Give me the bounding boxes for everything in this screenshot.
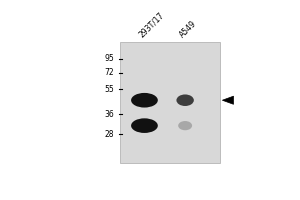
Ellipse shape: [176, 94, 194, 106]
Text: 28: 28: [105, 130, 114, 139]
Text: 72: 72: [105, 68, 114, 77]
Ellipse shape: [131, 118, 158, 133]
Bar: [120, 42, 220, 163]
Ellipse shape: [131, 93, 158, 108]
Polygon shape: [222, 96, 233, 104]
Text: 95: 95: [104, 54, 114, 63]
Text: 293T/17: 293T/17: [137, 11, 166, 39]
Text: 55: 55: [104, 85, 114, 94]
Ellipse shape: [178, 121, 192, 130]
Text: A549: A549: [178, 19, 198, 39]
Text: 36: 36: [104, 110, 114, 119]
